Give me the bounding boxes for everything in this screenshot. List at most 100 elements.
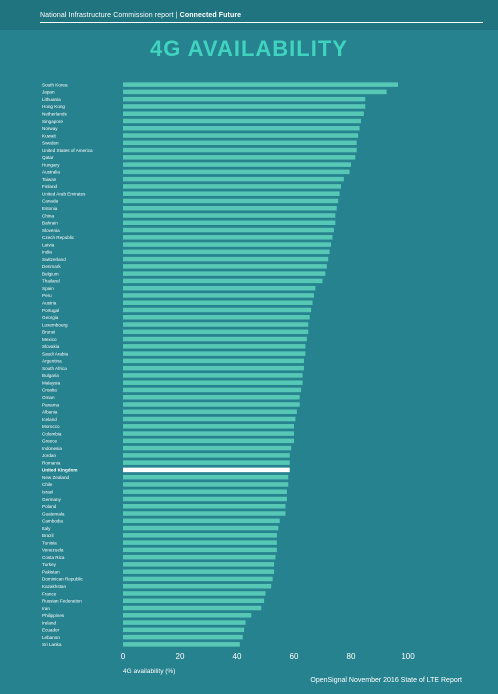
bar-lithuania xyxy=(123,96,366,102)
bar-lebanon xyxy=(123,634,243,640)
category-label-indonesia: Indonesia xyxy=(42,446,62,451)
bar-bulgaria xyxy=(123,373,303,378)
bar-turkey xyxy=(123,562,275,567)
category-label-romania: Romania xyxy=(42,460,61,465)
category-label-canada: Canada xyxy=(42,199,59,204)
category-label-panama: Panama xyxy=(42,402,60,407)
category-label-costa-rica: Costa Rica xyxy=(42,555,65,560)
bar-guatemala xyxy=(123,511,286,516)
category-label-lebanon: Lebanon xyxy=(42,635,60,640)
bar-georgia xyxy=(123,314,310,320)
bar-singapore xyxy=(123,118,361,124)
x-tick-label-0: 0 xyxy=(121,652,126,661)
bar-italy xyxy=(123,525,279,531)
category-label-china: China xyxy=(42,213,54,218)
category-label-peru: Peru xyxy=(42,293,52,298)
category-label-estonia: Estonia xyxy=(42,206,58,211)
bar-indonesia xyxy=(123,445,292,451)
bar-south-africa xyxy=(123,365,304,371)
bar-iceland xyxy=(123,416,296,422)
category-label-georgia: Georgia xyxy=(42,315,59,320)
bar-dominican-republic xyxy=(123,576,273,582)
bar-kazakhstan xyxy=(123,583,272,589)
bar-sri-lanka xyxy=(123,642,240,647)
bar-thailand xyxy=(123,278,323,284)
category-label-taiwan: Taiwan xyxy=(42,177,57,182)
category-label-albania: Albania xyxy=(42,410,58,415)
category-label-belgium: Belgium xyxy=(42,271,59,276)
category-label-south-korea: South Korea xyxy=(42,82,68,87)
category-label-switzerland: Switzerland xyxy=(42,257,66,262)
category-label-united-kingdom: United Kingdom xyxy=(42,468,77,473)
bar-united-kingdom xyxy=(123,467,290,473)
bar-venezuela xyxy=(123,547,277,553)
category-label-hungary: Hungary xyxy=(42,162,60,167)
bar-spain xyxy=(123,285,316,291)
bar-taiwan xyxy=(123,176,344,182)
bar-panama xyxy=(123,402,300,407)
category-label-ireland: Ireland xyxy=(42,620,56,625)
bar-croatia xyxy=(123,387,302,393)
bar-finland xyxy=(123,184,342,189)
category-label-czech-republic: Czech Republic xyxy=(42,235,75,240)
bar-argentina xyxy=(123,358,304,364)
category-label-latvia: Latvia xyxy=(42,242,55,247)
category-label-spain: Spain xyxy=(42,286,54,291)
chart-title: 4G AVAILABILITY xyxy=(150,36,348,61)
category-label-japan: Japan xyxy=(42,90,55,95)
category-label-south-africa: South Africa xyxy=(42,366,67,371)
category-label-colombia: Colombia xyxy=(42,431,62,436)
bar-south-korea xyxy=(123,82,399,87)
category-label-kazakhstan: Kazakhstan xyxy=(42,584,66,589)
bar-saudi-arabia xyxy=(123,351,306,356)
category-label-austria: Austria xyxy=(42,301,57,306)
bar-united-states-of-america xyxy=(123,147,357,153)
category-label-morocco: Morocco xyxy=(42,424,60,429)
category-label-russian-federation: Russian Federation xyxy=(42,599,82,604)
bar-estonia xyxy=(123,205,337,211)
header-rule xyxy=(40,22,483,23)
bar-philippines xyxy=(123,613,252,618)
bar-poland xyxy=(123,503,286,509)
bar-iran xyxy=(123,605,262,611)
category-label-venezuela: Venezuela xyxy=(42,548,64,553)
bar-russian-federation xyxy=(123,598,265,604)
bar-morocco xyxy=(123,424,294,429)
bar-ireland xyxy=(123,620,246,625)
category-label-dominican-republic: Dominican Republic xyxy=(42,577,84,582)
category-label-sweden: Sweden xyxy=(42,141,59,146)
category-label-sri-lanka: Sri Lanka xyxy=(42,642,62,647)
category-label-ecuador: Ecuador xyxy=(42,628,60,633)
category-label-jordan: Jordan xyxy=(42,453,56,458)
category-label-croatia: Croatia xyxy=(42,388,57,393)
category-label-philippines: Philippines xyxy=(42,613,65,618)
category-label-iran: Iran xyxy=(42,606,50,611)
bar-belgium xyxy=(123,271,326,276)
bar-canada xyxy=(123,198,339,204)
category-label-italy: Italy xyxy=(42,526,51,531)
bar-norway xyxy=(123,125,360,131)
bar-portugal xyxy=(123,307,312,313)
bar-qatar xyxy=(123,155,356,160)
bar-jordan xyxy=(123,453,290,458)
bar-ecuador xyxy=(123,627,245,633)
bar-romania xyxy=(123,460,290,465)
category-label-oman: Oman xyxy=(42,395,55,400)
category-label-guatemala: Guatemala xyxy=(42,511,65,516)
category-label-finland: Finland xyxy=(42,184,58,189)
category-label-iceland: Iceland xyxy=(42,417,57,422)
bar-colombia xyxy=(123,431,294,436)
report-name: National Infrastructure Commission repor… xyxy=(40,12,174,19)
category-label-australia: Australia xyxy=(42,170,60,175)
category-label-qatar: Qatar xyxy=(42,155,54,160)
category-label-bulgaria: Bulgaria xyxy=(42,373,59,378)
category-label-turkey: Turkey xyxy=(42,562,57,567)
bar-slovakia xyxy=(123,344,306,349)
category-label-singapore: Singapore xyxy=(42,119,63,124)
bar-costa-rica xyxy=(123,554,276,560)
category-label-brunei: Brunei xyxy=(42,330,55,335)
category-label-chile: Chile xyxy=(42,482,53,487)
category-label-tunisia: Tunisia xyxy=(42,540,57,545)
x-tick-label-100: 100 xyxy=(401,652,415,661)
